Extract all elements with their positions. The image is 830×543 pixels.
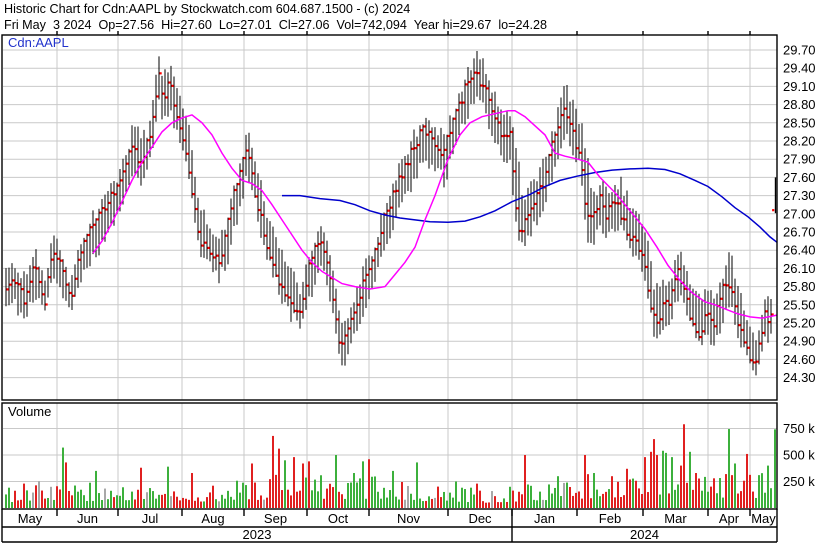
long-ma-line bbox=[282, 167, 778, 243]
price-tick-label: 25.50 bbox=[783, 297, 816, 312]
volume-tick-label: 500 k bbox=[783, 448, 815, 463]
price-tick-label: 25.20 bbox=[783, 316, 816, 331]
volume-tick-label: 750 k bbox=[783, 421, 815, 436]
price-tick-label: 28.50 bbox=[783, 115, 816, 130]
price-tick-label: 29.40 bbox=[783, 61, 816, 76]
price-tick-label: 24.60 bbox=[783, 352, 816, 367]
header-title: Historic Chart for Cdn:AAPL by Stockwatc… bbox=[4, 2, 411, 16]
price-tick-label: 26.70 bbox=[783, 225, 816, 240]
price-tick-label: 29.10 bbox=[783, 79, 816, 94]
month-label-apr: Apr bbox=[719, 511, 740, 526]
month-label-nov: Nov bbox=[397, 511, 421, 526]
month-label-sep: Sep bbox=[264, 511, 287, 526]
price-tick-label: 28.20 bbox=[783, 134, 816, 149]
price-tick-label: 27.60 bbox=[783, 170, 816, 185]
price-bars bbox=[5, 51, 777, 376]
month-label-may: May bbox=[751, 511, 776, 526]
header-quote-line: Fri May 3 2024 Op=27.56 Hi=27.60 Lo=27.0… bbox=[4, 18, 547, 32]
volume-bars bbox=[5, 424, 776, 508]
year-label-2023: 2023 bbox=[243, 527, 272, 542]
month-label-jun: Jun bbox=[77, 511, 98, 526]
short-ma-line bbox=[92, 109, 778, 319]
month-label-aug: Aug bbox=[201, 511, 224, 526]
price-tick-label: 26.40 bbox=[783, 243, 816, 258]
gridlines bbox=[3, 36, 777, 509]
price-tick-label: 27.90 bbox=[783, 152, 816, 167]
month-label-jan: Jan bbox=[534, 511, 555, 526]
month-label-mar: Mar bbox=[664, 511, 687, 526]
price-tick-label: 26.10 bbox=[783, 261, 816, 276]
chart-header: Historic Chart for Cdn:AAPL by Stockwatc… bbox=[4, 1, 547, 33]
year-label-2024: 2024 bbox=[630, 527, 659, 542]
price-tick-label: 27.00 bbox=[783, 206, 816, 221]
price-tick-label: 25.80 bbox=[783, 279, 816, 294]
month-label-feb: Feb bbox=[599, 511, 621, 526]
symbol-label: Cdn:AAPL bbox=[8, 35, 69, 50]
price-tick-label: 28.80 bbox=[783, 97, 816, 112]
last-day-volume-bar bbox=[774, 429, 776, 508]
volume-tick-label: 250 k bbox=[783, 474, 815, 489]
month-label-dec: Dec bbox=[468, 511, 492, 526]
price-tick-label: 27.30 bbox=[783, 188, 816, 203]
price-tick-label: 29.70 bbox=[783, 43, 816, 58]
month-label-jul: Jul bbox=[142, 511, 159, 526]
volume-pane-label: Volume bbox=[8, 404, 51, 419]
price-tick-label: 24.90 bbox=[783, 334, 816, 349]
price-tick-label: 24.30 bbox=[783, 370, 816, 385]
month-label-oct: Oct bbox=[328, 511, 349, 526]
month-label-may: May bbox=[18, 511, 43, 526]
chart-frame bbox=[1, 31, 778, 543]
